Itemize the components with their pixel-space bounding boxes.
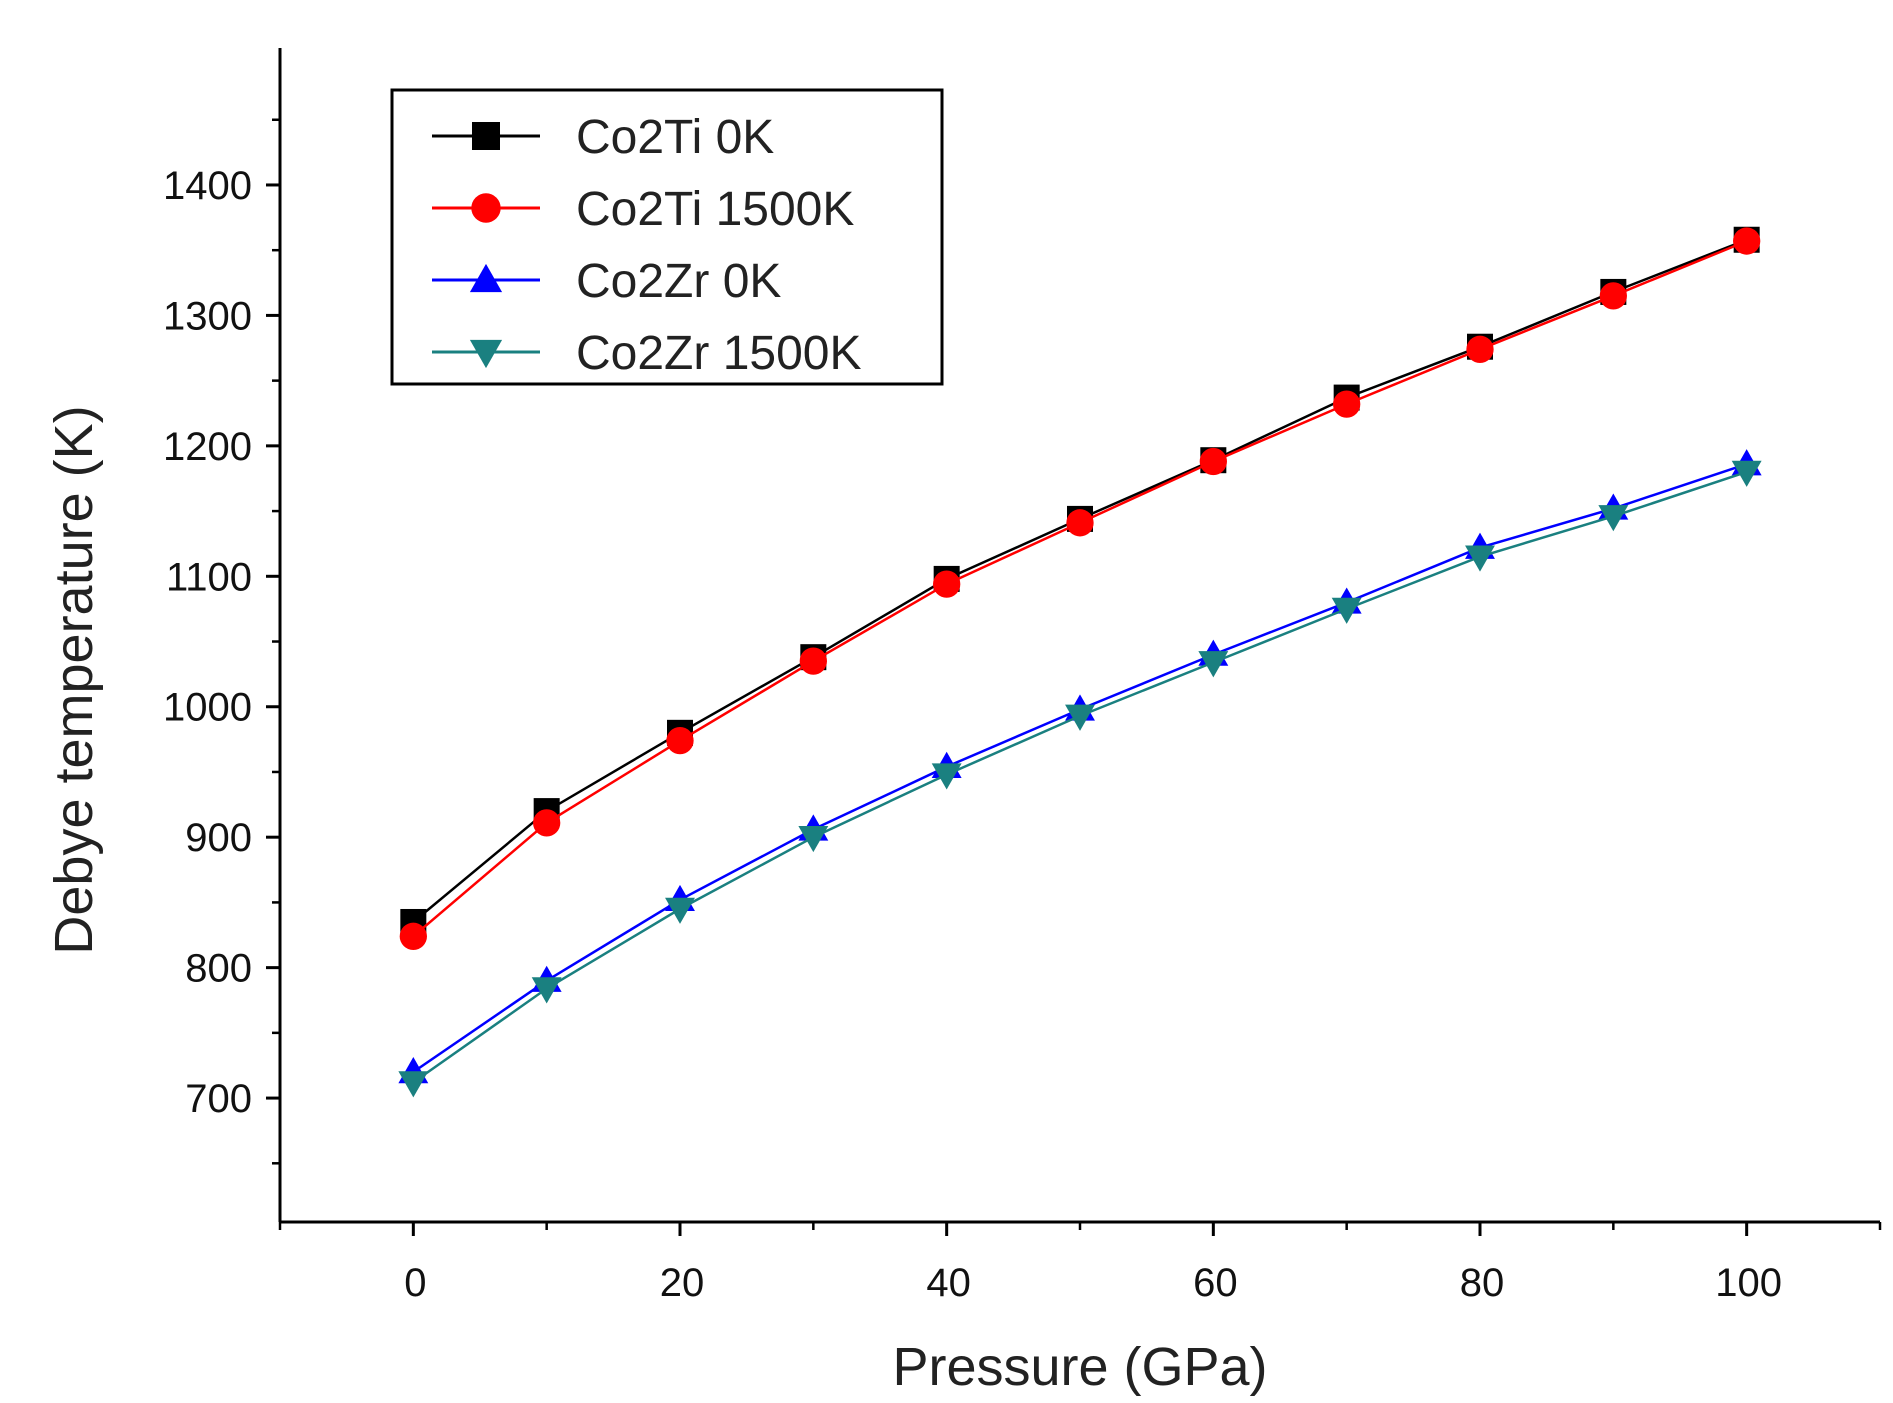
x-axis-title: Pressure (GPa) <box>892 1337 1267 1397</box>
legend-marker <box>472 122 500 150</box>
y-axis-title: Debye temperature (K) <box>44 405 104 954</box>
data-point <box>1731 460 1762 487</box>
data-point <box>933 570 961 598</box>
x-tick-label: 60 <box>1193 1261 1238 1305</box>
data-point <box>1466 335 1494 363</box>
data-point <box>1331 597 1362 624</box>
data-point <box>1065 704 1095 731</box>
data-point <box>533 809 561 837</box>
legend: Co2Ti 0K Co2Ti 1500K Co2Zr 0K Co2Zr 1500K <box>390 88 944 386</box>
legend-marker <box>469 263 503 293</box>
legend-label: Co2Zr 1500K <box>576 327 862 380</box>
legend-marker <box>469 339 503 369</box>
data-point <box>799 647 827 675</box>
data-point <box>1733 227 1761 255</box>
y-tick-label: 800 <box>185 947 252 991</box>
y-tick-label: 700 <box>185 1077 252 1121</box>
legend-marker <box>471 193 501 223</box>
data-point <box>666 727 694 755</box>
y-tick-label: 1200 <box>163 425 252 469</box>
legend-entry: Co2Ti 0K <box>432 111 774 164</box>
y-tick-label: 1300 <box>163 294 252 338</box>
axes-layer: 700 800 900 1000 1100 1200 1300 1400 0 20 40 60 80 10… <box>163 48 1882 1305</box>
data-point <box>798 825 829 853</box>
y-tick-label: 1400 <box>163 164 252 208</box>
series-co2zr-1500k <box>398 460 1762 1098</box>
legend-entry: Co2Zr 1500K <box>432 327 862 380</box>
legend-label: Co2Ti 1500K <box>576 183 854 236</box>
data-point <box>1598 505 1629 532</box>
series-co2ti-1500k <box>399 227 1761 950</box>
x-tick-label: 80 <box>1460 1261 1505 1305</box>
data-point <box>1465 545 1495 572</box>
series-line <box>412 470 1748 1084</box>
data-point <box>1198 651 1229 678</box>
x-tick-label: 100 <box>1715 1261 1782 1305</box>
data-point <box>665 897 695 924</box>
y-tick-label: 900 <box>185 816 252 860</box>
data-point <box>398 1071 429 1098</box>
y-tick-label: 1100 <box>166 555 252 599</box>
data-point <box>1066 509 1094 537</box>
series-layer <box>398 226 1762 1098</box>
series-line <box>412 462 1748 1074</box>
data-point <box>399 922 427 950</box>
x-tick-label: 20 <box>660 1261 705 1305</box>
legend-entry: Co2Zr 0K <box>432 255 781 308</box>
data-point <box>1333 390 1361 418</box>
x-tick-label: 40 <box>926 1261 971 1305</box>
data-point <box>531 977 562 1004</box>
legend-label: Co2Ti 0K <box>576 111 774 164</box>
legend-entry: Co2Ti 1500K <box>432 183 854 236</box>
data-point <box>1599 282 1627 310</box>
x-tick-label: 0 <box>404 1261 426 1305</box>
legend-label: Co2Zr 0K <box>576 255 781 308</box>
series-co2zr-0k <box>398 449 1762 1084</box>
data-point <box>1199 447 1227 476</box>
y-tick-label: 1000 <box>163 686 252 730</box>
data-point <box>931 763 962 790</box>
